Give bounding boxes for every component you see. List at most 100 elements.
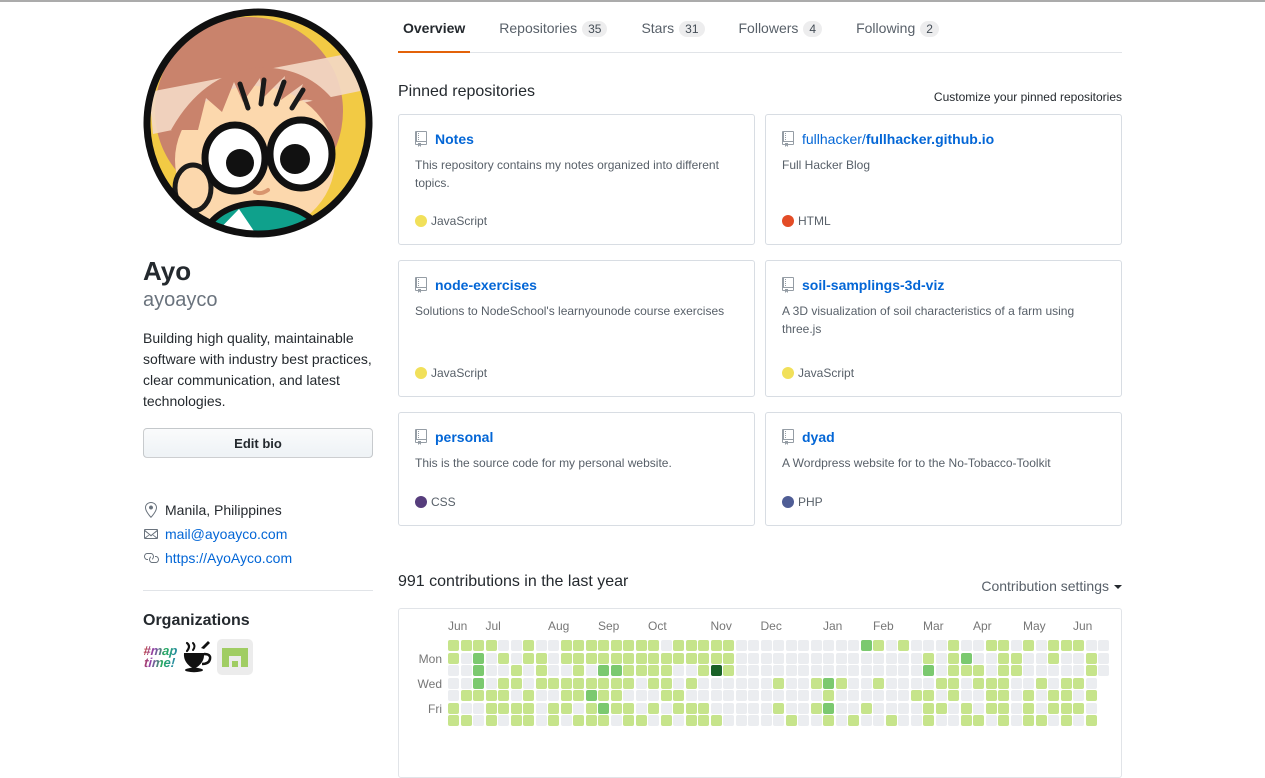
repo-link[interactable]: fullhacker/fullhacker.github.io	[802, 131, 994, 148]
contribution-cell[interactable]	[473, 715, 484, 726]
tab-overview[interactable]: Overview	[398, 20, 471, 53]
contribution-cell[interactable]	[1048, 677, 1059, 689]
contribution-cell[interactable]	[535, 665, 547, 676]
contribution-cell[interactable]	[785, 715, 797, 726]
contribution-cell[interactable]	[910, 677, 922, 689]
contribution-cell[interactable]	[1035, 652, 1047, 664]
contribution-cell[interactable]	[1098, 640, 1109, 651]
contribution-cell[interactable]	[1073, 652, 1084, 664]
contribution-cell[interactable]	[673, 690, 684, 701]
contribution-cell[interactable]	[948, 715, 959, 726]
contribution-cell[interactable]	[1060, 702, 1072, 714]
contribution-cell[interactable]	[673, 640, 684, 651]
contribution-cell[interactable]	[910, 715, 922, 726]
contribution-cell[interactable]	[473, 690, 484, 701]
contribution-cell[interactable]	[785, 702, 797, 714]
contribution-cell[interactable]	[585, 715, 597, 726]
repo-link[interactable]: soil-samplings-3d-viz	[802, 277, 944, 294]
contribution-cell[interactable]	[723, 652, 734, 664]
contribution-cell[interactable]	[785, 640, 797, 651]
contribution-cell[interactable]	[573, 640, 584, 651]
contribution-cell[interactable]	[698, 652, 709, 664]
contribution-cell[interactable]	[960, 702, 972, 714]
contribution-cell[interactable]	[473, 665, 484, 676]
contribution-cell[interactable]	[723, 690, 734, 701]
contribution-cell[interactable]	[448, 640, 459, 651]
contribution-cell[interactable]	[460, 702, 472, 714]
contribution-cell[interactable]	[960, 640, 972, 651]
contribution-cell[interactable]	[873, 652, 884, 664]
contribution-cell[interactable]	[773, 652, 784, 664]
contribution-cell[interactable]	[573, 652, 584, 664]
contribution-cell[interactable]	[885, 715, 897, 726]
contribution-cell[interactable]	[1048, 640, 1059, 651]
contribution-cell[interactable]	[698, 640, 709, 651]
contribution-cell[interactable]	[485, 690, 497, 701]
contribution-cell[interactable]	[823, 715, 834, 726]
contribution-cell[interactable]	[773, 702, 784, 714]
contribution-cell[interactable]	[898, 665, 909, 676]
contribution-cell[interactable]	[748, 677, 759, 689]
contribution-cell[interactable]	[585, 652, 597, 664]
contribution-cell[interactable]	[785, 690, 797, 701]
contribution-cell[interactable]	[785, 652, 797, 664]
contribution-cell[interactable]	[773, 677, 784, 689]
contribution-cell[interactable]	[798, 702, 809, 714]
contribution-cell[interactable]	[648, 690, 659, 701]
contribution-cell[interactable]	[810, 677, 822, 689]
contribution-cell[interactable]	[898, 715, 909, 726]
contribution-cell[interactable]	[610, 702, 622, 714]
contribution-cell[interactable]	[548, 715, 559, 726]
contribution-cell[interactable]	[523, 677, 534, 689]
contribution-cell[interactable]	[735, 665, 747, 676]
contribution-cell[interactable]	[885, 690, 897, 701]
contribution-cell[interactable]	[923, 702, 934, 714]
contribution-cell[interactable]	[1073, 702, 1084, 714]
contribution-cell[interactable]	[735, 652, 747, 664]
contribution-cell[interactable]	[735, 640, 747, 651]
contribution-cell[interactable]	[473, 677, 484, 689]
contribution-cell[interactable]	[1085, 702, 1097, 714]
contribution-cell[interactable]	[885, 665, 897, 676]
contribution-cell[interactable]	[610, 640, 622, 651]
contribution-cell[interactable]	[623, 690, 634, 701]
contribution-cell[interactable]	[710, 677, 722, 689]
contribution-cell[interactable]	[735, 715, 747, 726]
contribution-cell[interactable]	[510, 640, 522, 651]
contribution-cell[interactable]	[560, 677, 572, 689]
contribution-cell[interactable]	[985, 690, 997, 701]
repo-link[interactable]: node-exercises	[435, 277, 537, 294]
contribution-cell[interactable]	[460, 715, 472, 726]
contribution-cell[interactable]	[998, 652, 1009, 664]
contribution-cell[interactable]	[635, 665, 647, 676]
contribution-cell[interactable]	[798, 677, 809, 689]
contribution-cell[interactable]	[635, 640, 647, 651]
contribution-cell[interactable]	[685, 702, 697, 714]
contribution-cell[interactable]	[448, 665, 459, 676]
contribution-cell[interactable]	[1085, 652, 1097, 664]
contribution-cell[interactable]	[1048, 665, 1059, 676]
contribution-cell[interactable]	[585, 665, 597, 676]
contribution-cell[interactable]	[1035, 665, 1047, 676]
contribution-cell[interactable]	[710, 702, 722, 714]
contribution-cell[interactable]	[1023, 715, 1034, 726]
contribution-cell[interactable]	[573, 665, 584, 676]
contribution-cell[interactable]	[673, 665, 684, 676]
contribution-cell[interactable]	[835, 640, 847, 651]
contribution-cell[interactable]	[923, 640, 934, 651]
contribution-cell[interactable]	[748, 715, 759, 726]
contribution-cell[interactable]	[1073, 640, 1084, 651]
contribution-cell[interactable]	[573, 715, 584, 726]
contribution-cell[interactable]	[960, 677, 972, 689]
contribution-cell[interactable]	[960, 715, 972, 726]
contribution-cell[interactable]	[998, 702, 1009, 714]
contribution-cell[interactable]	[573, 677, 584, 689]
contribution-cell[interactable]	[1048, 690, 1059, 701]
contribution-cell[interactable]	[935, 640, 947, 651]
contribution-cell[interactable]	[1048, 702, 1059, 714]
contribution-cell[interactable]	[610, 665, 622, 676]
contribution-cell[interactable]	[848, 640, 859, 651]
contribution-cell[interactable]	[598, 640, 609, 651]
repo-link[interactable]: personal	[435, 429, 493, 446]
contribution-cell[interactable]	[985, 715, 997, 726]
